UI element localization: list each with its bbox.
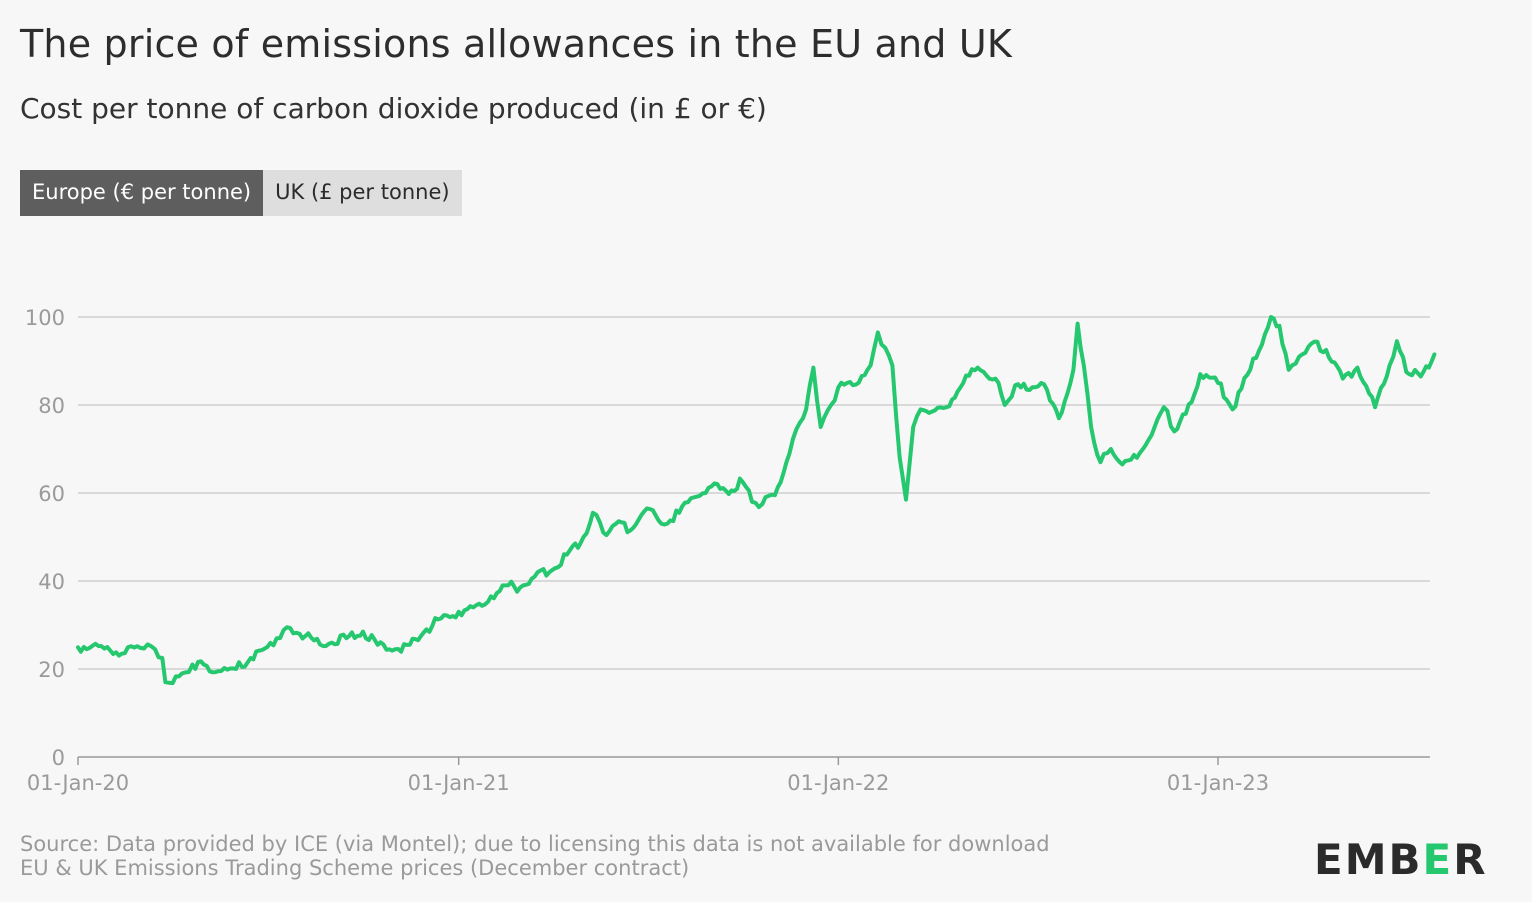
series-tabs: Europe (€ per tonne) UK (£ per tonne) bbox=[20, 170, 462, 216]
chart-subtitle: Cost per tonne of carbon dioxide produce… bbox=[20, 92, 767, 125]
logo-text-end: R bbox=[1453, 835, 1488, 884]
x-tick-label: 01-Jan-23 bbox=[1167, 771, 1269, 795]
y-tick-label: 20 bbox=[38, 658, 65, 682]
logo-text-start: EMB bbox=[1314, 835, 1423, 884]
gridlines bbox=[78, 316, 1430, 670]
x-tick-label: 01-Jan-22 bbox=[787, 771, 889, 795]
y-tick-label: 60 bbox=[38, 482, 65, 506]
y-tick-label: 0 bbox=[52, 746, 65, 770]
data-note: EU & UK Emissions Trading Scheme prices … bbox=[20, 856, 690, 880]
ember-logo: EMBER bbox=[1314, 838, 1488, 882]
x-tick-label: 01-Jan-20 bbox=[27, 771, 129, 795]
x-tick-label: 01-Jan-21 bbox=[408, 771, 510, 795]
y-axis-ticks: 0 20 40 60 80 100 bbox=[25, 306, 65, 770]
y-tick-label: 80 bbox=[38, 394, 65, 418]
series-lines bbox=[76, 315, 1437, 686]
y-tick-label: 100 bbox=[25, 306, 65, 330]
tab-europe[interactable]: Europe (€ per tonne) bbox=[20, 170, 264, 216]
chart-footer: Source: Data provided by ICE (via Montel… bbox=[20, 832, 1050, 880]
logo-accent-e: E bbox=[1422, 835, 1454, 884]
y-tick-label: 40 bbox=[38, 570, 65, 594]
tab-uk[interactable]: UK (£ per tonne) bbox=[263, 170, 462, 216]
source-note: Source: Data provided by ICE (via Montel… bbox=[20, 832, 1050, 856]
chart-title: The price of emissions allowances in the… bbox=[20, 22, 1013, 66]
series-line-europe bbox=[76, 315, 1437, 686]
x-axis: 01-Jan-20 01-Jan-21 01-Jan-22 01-Jan-23 bbox=[27, 756, 1430, 795]
